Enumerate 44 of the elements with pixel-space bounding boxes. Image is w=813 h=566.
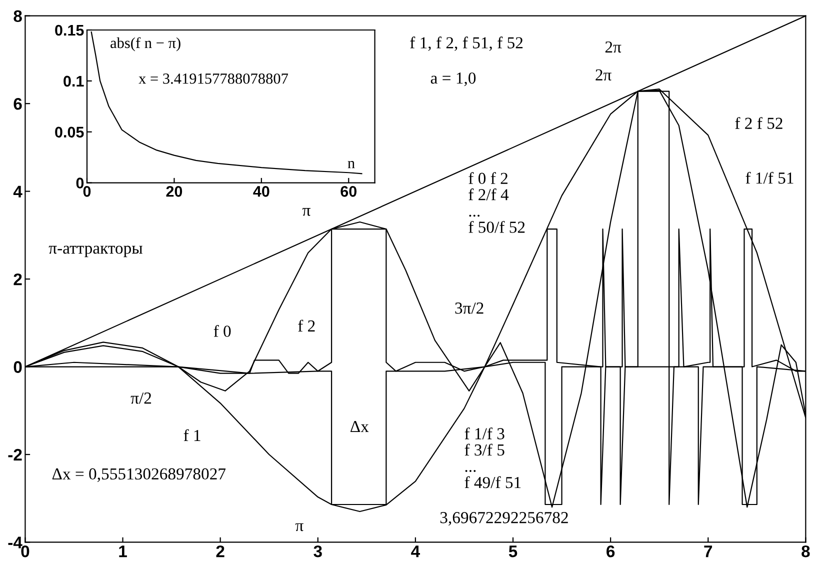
annotation: Δx = 0,555130268978027 (52, 468, 226, 482)
x-tick-label: 3 (314, 545, 322, 558)
y-tick-label: 0 (76, 178, 84, 189)
y-tick-label: 6 (14, 98, 22, 110)
annotation: π/2 (130, 392, 152, 404)
x-tick-label: 40 (253, 186, 270, 197)
annotation: x = 3.419157788078807 (138, 73, 288, 84)
annotation: 3,69672292256782 (440, 512, 568, 526)
annotation: f 2 (298, 320, 315, 332)
annotation: π-аттракторы (48, 246, 142, 258)
annotation: π (295, 523, 304, 532)
x-tick-label: 7 (704, 546, 712, 558)
x-tick-label: 1 (119, 546, 127, 558)
x-tick-label: 2 (216, 545, 224, 558)
x-tick-label: 0 (83, 186, 91, 197)
annotation: f 1/f 51 (746, 172, 794, 184)
annotation: f 2 f 52 (735, 117, 782, 129)
annotation: 2π (605, 41, 622, 53)
annotation: 2π (596, 69, 612, 81)
y-tick-label: 0.15 (55, 24, 84, 36)
annotation: Δx (350, 421, 369, 432)
annotation: a = 1,0 (430, 72, 476, 86)
y-tick-label: 2 (14, 273, 22, 286)
annotation: n (348, 160, 355, 168)
y-tick-label: 0.05 (55, 126, 84, 138)
x-tick-label: 4 (411, 546, 420, 558)
x-tick-label: 20 (166, 186, 182, 197)
annotation: f 0 f 2 f 2/f 4 ... f 50/f 52 (468, 172, 525, 233)
annotation: π (302, 208, 310, 216)
y-tick-label: 0 (14, 361, 22, 373)
y-tick-label: 0.1 (64, 76, 84, 87)
annotation: f 1, f 2, f 51, f 52 (410, 36, 523, 51)
x-tick-label: 8 (802, 545, 810, 558)
annotation: abs(f n − π) (110, 37, 180, 52)
x-tick-label: 6 (606, 545, 615, 558)
x-tick-label: 60 (340, 186, 356, 197)
annotation: 3π/2 (455, 302, 484, 314)
annotation: f 1 (184, 429, 200, 441)
annotation: f 0 (214, 325, 231, 337)
x-tick-label: 5 (508, 546, 518, 558)
y-tick-label: -4 (8, 536, 22, 548)
y-tick-label: -2 (8, 448, 22, 461)
annotation: f 1/f 3 f 3/f 5 ... f 49/f 51 (464, 427, 521, 488)
y-tick-label: 8 (14, 10, 22, 22)
